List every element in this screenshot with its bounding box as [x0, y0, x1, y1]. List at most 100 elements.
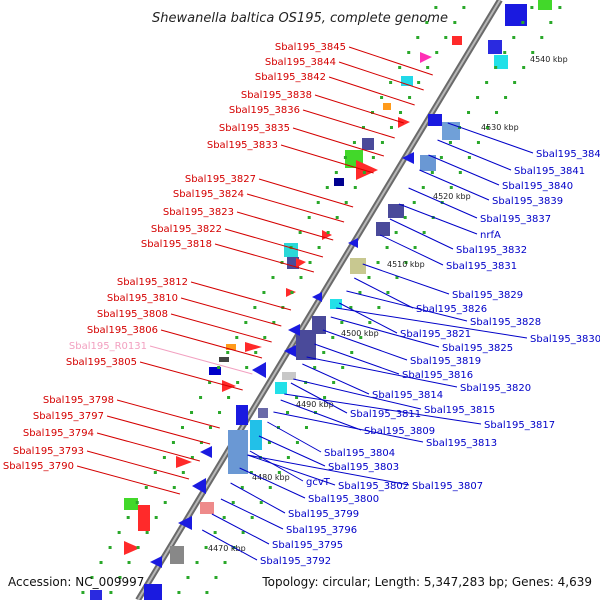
label-3824[interactable]: Sbal195_3824 — [173, 189, 244, 200]
tick-dot — [476, 141, 480, 144]
tick-dot — [398, 66, 402, 69]
label-3827[interactable]: Sbal195_3827 — [185, 174, 256, 185]
tick-dot — [235, 336, 239, 339]
tick-dot — [448, 141, 452, 144]
tick-dot — [341, 366, 345, 369]
label-3798[interactable]: Sbal195_3798 — [43, 395, 114, 406]
label-3838[interactable]: Sbal195_3838 — [241, 90, 312, 101]
label-R0131[interactable]: Sbal195_R0131 — [69, 341, 147, 352]
label-gcvT[interactable]: gcvT — [306, 477, 331, 488]
tick-dot — [195, 561, 199, 564]
label-3825[interactable]: Sbal195_3825 — [442, 343, 513, 354]
label-3833[interactable]: Sbal195_3833 — [207, 140, 278, 151]
label-3840[interactable]: Sbal195_3840 — [502, 181, 573, 192]
tick-dot — [521, 21, 525, 24]
tick-dot — [485, 126, 489, 129]
label-3806[interactable]: Sbal195_3806 — [87, 325, 158, 336]
label-3802[interactable]: Sbal195_3802 — [338, 481, 409, 492]
label-3821[interactable]: Sbal195_3821 — [400, 329, 471, 340]
label-3839[interactable]: Sbal195_3839 — [492, 196, 563, 207]
label-3811[interactable]: Sbal195_3811 — [350, 409, 421, 420]
label-3804[interactable]: Sbal195_3804 — [324, 448, 395, 459]
tick-dot — [422, 231, 426, 234]
label-3799[interactable]: Sbal195_3799 — [288, 509, 359, 520]
feature-3826 — [312, 292, 322, 302]
label-nrfA[interactable]: nrfA — [480, 230, 501, 241]
label-3841[interactable]: Sbal195_3841 — [514, 166, 585, 177]
label-3832[interactable]: Sbal195_3832 — [456, 245, 527, 256]
label-3842[interactable]: Sbal195_3842 — [255, 72, 326, 83]
tick-dot — [323, 396, 327, 399]
label-3809[interactable]: Sbal195_3809 — [364, 426, 435, 437]
tick-dot — [81, 591, 85, 594]
tick-dot — [295, 396, 299, 399]
label-3794[interactable]: Sbal195_3794 — [23, 428, 94, 439]
tick-dot — [308, 261, 312, 264]
leader-3797 — [106, 415, 211, 445]
label-3822[interactable]: Sbal195_3822 — [151, 224, 222, 235]
feature-3837 — [388, 204, 404, 218]
tick-dot — [172, 486, 176, 489]
label-3795[interactable]: Sbal195_3795 — [272, 540, 343, 551]
label-3845[interactable]: Sbal195_3845 — [275, 42, 346, 53]
label-3803[interactable]: Sbal195_3803 — [328, 462, 399, 473]
label-3837[interactable]: Sbal195_3837 — [480, 214, 551, 225]
label-3800[interactable]: Sbal195_3800 — [308, 494, 379, 505]
label-3823[interactable]: Sbal195_3823 — [163, 207, 234, 218]
leader-3829 — [362, 263, 450, 295]
tick-dot — [145, 531, 149, 534]
label-3810[interactable]: Sbal195_3810 — [107, 293, 178, 304]
label-3828[interactable]: Sbal195_3828 — [470, 317, 541, 328]
tick-dot — [522, 66, 526, 69]
leader-3839 — [419, 169, 490, 201]
tick-dot — [504, 96, 508, 99]
label-3814[interactable]: Sbal195_3814 — [372, 390, 443, 401]
tick-dot — [127, 561, 131, 564]
kbp-4540: 4540 kbp — [530, 55, 568, 64]
label-3826[interactable]: Sbal195_3826 — [416, 304, 487, 315]
label-3793[interactable]: Sbal195_3793 — [13, 446, 84, 457]
label-3813[interactable]: Sbal195_3813 — [426, 438, 497, 449]
label-3819[interactable]: Sbal195_3819 — [410, 356, 481, 367]
feature-3832 — [348, 238, 358, 248]
tick-dot — [208, 381, 212, 384]
label-3844[interactable]: Sbal195_3844 — [265, 57, 336, 68]
right-leader-lines — [201, 122, 534, 561]
tick-dot — [503, 51, 507, 54]
label-3830[interactable]: Sbal195_3830 — [530, 334, 600, 345]
feature-3795 — [150, 556, 162, 568]
label-3817[interactable]: Sbal195_3817 — [484, 420, 555, 431]
label-3790[interactable]: Sbal195_3790 — [3, 461, 74, 472]
label-3843[interactable]: Sbal195_3843 — [536, 149, 600, 160]
tick-dot — [99, 561, 103, 564]
tick-dot — [208, 426, 212, 429]
leader-3835 — [292, 127, 385, 157]
feature-r2 — [494, 55, 508, 69]
label-3815[interactable]: Sbal195_3815 — [424, 405, 495, 416]
label-3792[interactable]: Sbal195_3792 — [260, 556, 331, 567]
label-3808[interactable]: Sbal195_3808 — [97, 309, 168, 320]
leader-3822 — [224, 228, 324, 258]
label-3820[interactable]: Sbal195_3820 — [460, 383, 531, 394]
label-3805[interactable]: Sbal195_3805 — [66, 357, 137, 368]
leader-3792 — [201, 529, 258, 561]
tick-dot — [217, 366, 221, 369]
tick-dot — [307, 216, 311, 219]
tick-dot — [223, 561, 227, 564]
label-3818[interactable]: Sbal195_3818 — [141, 239, 212, 250]
label-3829[interactable]: Sbal195_3829 — [452, 290, 523, 301]
tick-dot — [349, 306, 353, 309]
tick-dot — [108, 546, 112, 549]
label-3812[interactable]: Sbal195_3812 — [117, 277, 188, 288]
label-3807[interactable]: Sbal195_3807 — [412, 481, 483, 492]
label-3816[interactable]: Sbal195_3816 — [402, 370, 473, 381]
label-3835[interactable]: Sbal195_3835 — [219, 123, 290, 134]
label-3831[interactable]: Sbal195_3831 — [446, 261, 517, 272]
feature-3822 — [284, 243, 298, 257]
tick-dot — [190, 411, 194, 414]
leader-3802 — [247, 454, 336, 486]
label-3836[interactable]: Sbal195_3836 — [229, 105, 300, 116]
tick-dot — [259, 501, 263, 504]
label-3796[interactable]: Sbal195_3796 — [286, 525, 357, 536]
label-3797[interactable]: Sbal195_3797 — [33, 411, 104, 422]
